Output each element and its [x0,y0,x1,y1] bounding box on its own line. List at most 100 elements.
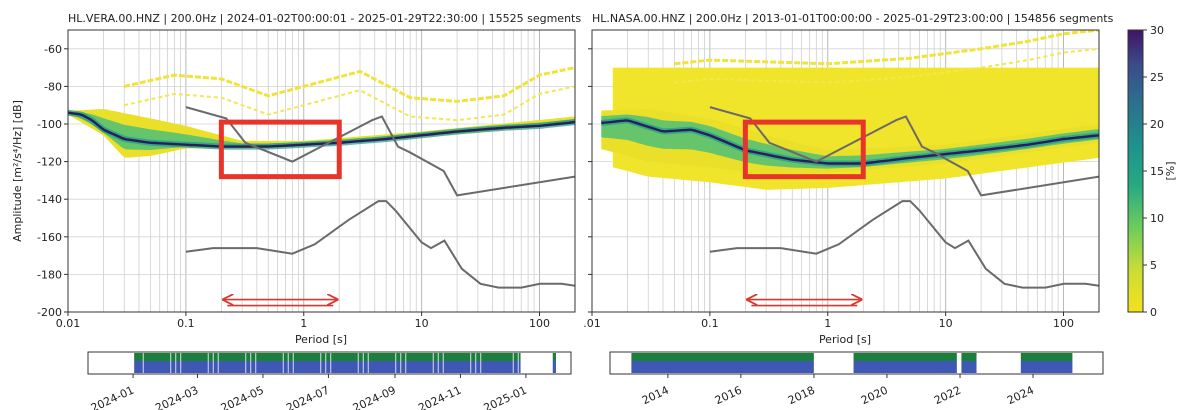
availability-tick-label: 2022 [932,384,963,408]
availability-tick-label: 2016 [713,384,744,408]
availability-gap [212,353,214,373]
availability-gap [395,353,397,373]
x-tick-label: 0.01 [56,317,81,330]
colorbar-tick-label: 5 [1150,259,1157,272]
right-x-axis-label: Period [s] [819,333,871,346]
y-tick-label: -120 [37,156,62,169]
left-chart-title: HL.VERA.00.HNZ | 200.0Hz | 2024-01-02T00… [68,12,581,25]
availability-gap [320,353,322,373]
colorbar-label: [%] [1164,161,1177,180]
x-tick-label: 0.1 [177,317,195,330]
right-heatmap [600,30,1099,190]
availability-gap [437,353,439,373]
x-tick-label: 1 [300,317,307,330]
heatmap-envelope [601,109,1099,175]
heatmap-core [601,114,1099,169]
colorbar-tick-label: 0 [1150,306,1157,319]
availability-segment-green [631,353,814,361]
availability-gap [245,353,247,373]
y-tick-label: -80 [44,80,62,93]
left-availability-bars [134,353,556,373]
right-nlnm-curve [709,200,1099,289]
availability-gap [512,353,514,373]
y-tick-label: -180 [37,268,62,281]
availability-gap [400,353,402,373]
right-availability-ticks: 2014 2016 2018 2020 2022 2024 [640,374,1036,407]
availability-gap [330,353,332,373]
y-tick-label: -140 [37,193,62,206]
y-tick-label: -200 [37,306,62,319]
availability-tick-label: 2024-01 [89,384,136,410]
colorbar-tick-label: 10 [1150,212,1164,225]
right-availability-strip: 2014 2016 2018 2020 2022 2024 [609,351,1104,407]
availability-segment-blue [631,361,814,373]
availability-segment-blue [961,361,977,373]
availability-tick-label: 2024-09 [351,384,398,410]
right-availability-bars [631,353,1073,373]
right-highlight-box [742,119,866,180]
heatmap-sparse-band [123,66,575,103]
heatmap-mode-line [68,111,575,148]
right-ppsd-panel: .01 0.1 1 10 100 Period [s] [583,29,1100,346]
right-chart-title: HL.NASA.00.HNZ | 200.0Hz | 2013-01-01T00… [592,12,1114,25]
left-nhnm-curve [185,106,575,197]
colorbar-tick-label: 15 [1150,165,1164,178]
availability-segment-green [853,353,957,361]
availability-segment-blue [853,361,957,373]
availability-tick-label: 2024-05 [219,384,266,410]
y-tick-label: -160 [37,231,62,244]
y-tick-label: -60 [44,43,62,56]
availability-gap [367,353,369,373]
left-ppsd-panel: 0.01 0.1 1 10 100 -60 -80 -100 -120 -140 -160 -180 -… [11,29,576,346]
availability-gap [357,353,359,373]
x-tick-label: 10 [939,317,953,330]
availability-gap [442,353,444,373]
heatmap-sparse-band [123,85,575,122]
availability-gap [175,353,177,373]
availability-segment-blue [552,361,556,373]
availability-gap [255,353,257,373]
availability-gap [325,353,327,373]
availability-gap [480,353,482,373]
availability-segment-green [961,353,977,361]
availability-segment-blue [1020,361,1073,373]
right-nhnm-curve [709,106,1099,197]
colorbar-ticks: 0 5 10 15 20 25 30 [1143,24,1164,319]
availability-tick-label: 2020 [859,384,890,408]
availability-gap [432,353,434,373]
availability-tick-label: 2025-01 [482,384,529,410]
availability-gap [517,353,519,373]
y-tick-label: -100 [37,118,62,131]
x-tick-label: 0.1 [701,317,719,330]
availability-tick-label: 2018 [786,384,817,408]
availability-gap [180,353,182,373]
heatmap-mode-line [601,119,1099,165]
availability-segment-green [552,353,556,361]
availability-gap [475,353,477,373]
colorbar-tick-label: 25 [1150,71,1164,84]
x-tick-label: 10 [415,317,429,330]
availability-gap [292,353,294,373]
availability-gap [405,353,407,373]
x-tick-label: .01 [583,317,601,330]
availability-gap [217,353,219,373]
colorbar-tick-label: 20 [1150,118,1164,131]
colorbar: 0 5 10 15 20 25 30 [%] [1127,24,1177,319]
x-tick-label: 100 [529,317,550,330]
left-availability-ticks: 2024-01 2024-03 2024-05 2024-07 2024-09 2024-… [89,374,529,410]
availability-tick-label: 2024 [1005,384,1036,408]
heatmap-sparse-band [674,30,1099,66]
heatmap-sparse-band [674,47,1099,84]
left-highlight-box [218,119,342,180]
y-axis-label: Amplitude [m²/s⁴/Hz] [dB] [11,100,24,242]
x-tick-label: 100 [1053,317,1074,330]
left-axes-ticks: 0.01 0.1 1 10 100 -60 -80 -100 -120 -140 -160 -180 -… [37,43,550,330]
availability-segment-green [1020,353,1073,361]
heatmap-core [68,111,575,150]
availability-tick-label: 2024-03 [153,384,200,410]
availability-tick-label: 2014 [640,384,671,408]
availability-gap [287,353,289,373]
left-availability-strip: 2024-01 2024-03 2024-05 2024-07 2024-09 2024-… [87,351,572,410]
colorbar-tick-label: 30 [1150,24,1164,37]
